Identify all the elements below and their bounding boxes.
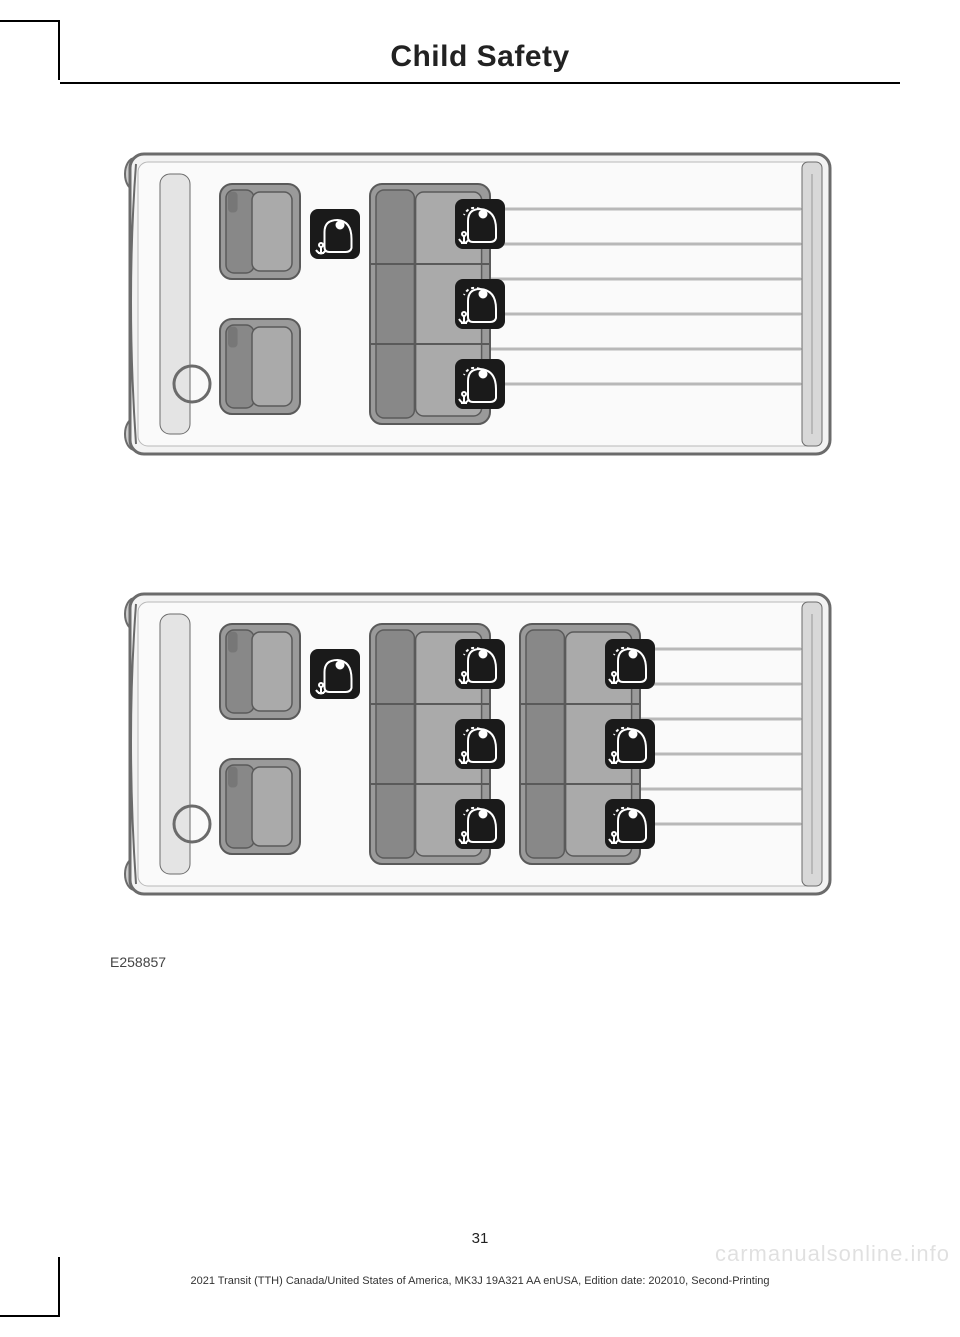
tether-icon [310, 649, 360, 699]
watermark: carmanualsonline.info [715, 1241, 950, 1267]
seating-diagram-b [100, 554, 860, 934]
page-title: Child Safety [60, 40, 900, 82]
latch-icon [455, 639, 505, 689]
latch-icon [605, 639, 655, 689]
seat [220, 319, 300, 414]
latch-icon [605, 719, 655, 769]
image-reference-code: E258857 [110, 954, 860, 970]
latch-icon [455, 199, 505, 249]
header-rule [60, 82, 900, 84]
tether-icon [310, 209, 360, 259]
page-tab-bottom [0, 1257, 60, 1317]
seat [220, 624, 300, 719]
footer-text: 2021 Transit (TTH) Canada/United States … [60, 1275, 900, 1287]
seat [220, 759, 300, 854]
latch-icon [455, 799, 505, 849]
latch-icon [455, 719, 505, 769]
latch-icon [455, 359, 505, 409]
page-tab-top [0, 20, 60, 80]
latch-icon [605, 799, 655, 849]
seating-diagram-a [100, 114, 860, 494]
seat [220, 184, 300, 279]
latch-icon [455, 279, 505, 329]
